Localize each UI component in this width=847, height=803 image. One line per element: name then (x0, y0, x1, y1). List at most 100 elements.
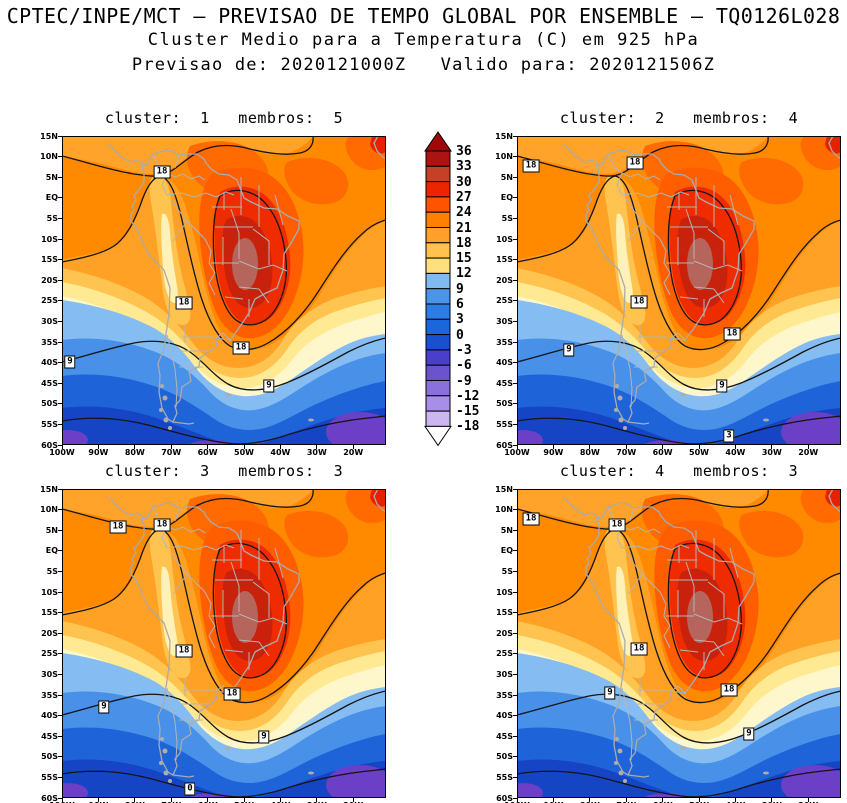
lat-tick (58, 382, 62, 384)
lat-label: 10N (495, 152, 513, 162)
lat-label: 5N (500, 525, 513, 535)
lon-label: 80W (124, 448, 145, 457)
contour-label: 9 (98, 700, 110, 714)
lat-tick (513, 217, 517, 219)
colorbar-band (425, 410, 451, 427)
lat-tick (58, 259, 62, 261)
lat-tick (58, 176, 62, 178)
lat-label: EQ (45, 193, 58, 203)
lat-label: 30S (496, 316, 513, 326)
lon-label: 50W (682, 801, 716, 803)
lat-label: 45S (496, 731, 513, 741)
lat-label: 55S (496, 772, 513, 782)
lat-tick (58, 135, 62, 137)
lat-label: 5S (501, 213, 513, 223)
lon-label: 90W (81, 801, 115, 803)
colorbar-tick-label: -3 (456, 342, 472, 358)
lat-tick (513, 570, 517, 572)
lat-tick (513, 488, 517, 490)
lat-label: 15N (40, 131, 58, 141)
colorbar-band (425, 150, 451, 167)
lat-label: 5S (46, 566, 58, 576)
colorbar-band (425, 165, 451, 183)
lon-label: 70W (154, 801, 188, 803)
lat-label: 10N (40, 152, 58, 162)
colorbar-top-arrow (424, 131, 452, 152)
colorbar-band (425, 288, 451, 305)
lat-label: 20S (496, 275, 513, 285)
temperature-map (517, 489, 841, 798)
lat-tick (513, 797, 517, 799)
lat-tick (513, 444, 517, 446)
lat-label: 35S (496, 337, 513, 347)
lat-label: 40S (496, 358, 513, 368)
lat-tick (513, 320, 517, 322)
colorbar-band (425, 211, 451, 228)
lat-tick (513, 259, 517, 261)
colorbar-band (425, 334, 451, 351)
contour-label: 18 (723, 327, 741, 341)
figure-title: CPTEC/INPE/MCT – PREVISAO DE TEMPO GLOBA… (6, 4, 841, 28)
figure-times: Previsao de: 2020121000Z Valido para: 20… (131, 55, 716, 75)
temperature-map (517, 136, 841, 445)
colorbar-tick-label: 33 (456, 159, 472, 175)
cluster-panel-3: cluster: 3 membros: 3 15N 10N 5N EQ 5S 10S 15S… (40, 462, 386, 803)
lon-label: 20W (343, 448, 364, 457)
lat-tick (513, 632, 517, 634)
lat-tick (58, 403, 62, 405)
lat-tick (513, 509, 517, 511)
lat-tick (58, 509, 62, 511)
lon-label: 90W (536, 801, 570, 803)
lat-tick (513, 423, 517, 425)
lat-label: 60S (496, 793, 513, 803)
lat-tick (58, 715, 62, 717)
lon-tick (279, 445, 281, 449)
lon-tick (61, 798, 63, 802)
lat-label: EQ (45, 546, 58, 556)
lon-label: 100W (504, 448, 530, 457)
lat-label: 15N (495, 131, 513, 141)
lat-label: 20S (41, 628, 58, 638)
lon-tick (734, 798, 736, 802)
lon-label: 100W (45, 801, 79, 803)
lat-tick (58, 488, 62, 490)
contour-label: 9 (716, 379, 728, 393)
lat-tick (513, 591, 517, 593)
lat-tick (58, 197, 62, 199)
lon-label: 20W (798, 448, 819, 457)
contour-label: 9 (263, 379, 275, 393)
lat-label: 15N (495, 484, 513, 494)
contour-label: 18 (522, 159, 540, 173)
lat-label: 25S (496, 649, 513, 659)
lon-label: 30W (755, 801, 789, 803)
lon-label: 80W (118, 801, 152, 803)
lat-label: 40S (41, 711, 58, 721)
lon-tick (698, 798, 700, 802)
colorbar-tick-label: 9 (456, 281, 464, 297)
colorbar-band (425, 364, 451, 381)
lon-label: 20W (791, 801, 825, 803)
lat-tick (58, 320, 62, 322)
lon-label: 30W (306, 448, 327, 457)
lon-tick (352, 798, 354, 802)
contour-label: 18 (630, 642, 648, 656)
contour-label: 18 (109, 520, 127, 534)
lon-label: 70W (161, 448, 182, 457)
lat-tick (58, 279, 62, 281)
contour-label: 18 (630, 295, 648, 309)
lat-label: 25S (496, 296, 513, 306)
lat-label: 10S (496, 234, 513, 244)
colorbar-tick-label: 21 (456, 220, 472, 236)
colorbar-band (425, 242, 451, 259)
lat-label: 15S (41, 255, 58, 265)
colorbar-band (425, 181, 451, 198)
contour-label: 18 (153, 518, 171, 532)
lon-label: 90W (88, 448, 109, 457)
lat-tick (58, 735, 62, 737)
lat-label: 15S (41, 608, 58, 618)
lat-label: 20S (496, 628, 513, 638)
lon-tick (625, 445, 627, 449)
lon-label: 30W (300, 801, 334, 803)
lat-label: 50S (41, 752, 58, 762)
lon-label: 40W (263, 801, 297, 803)
